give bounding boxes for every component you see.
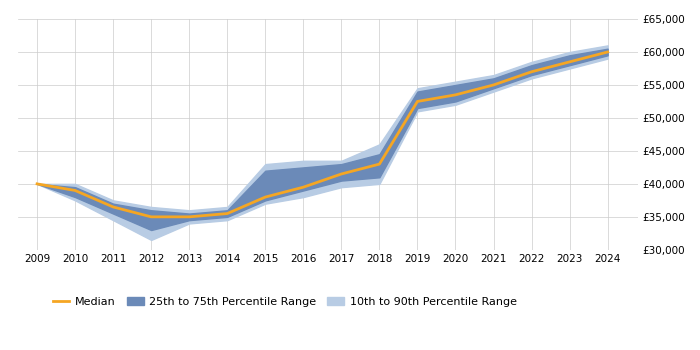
- Legend: Median, 25th to 75th Percentile Range, 10th to 90th Percentile Range: Median, 25th to 75th Percentile Range, 1…: [48, 292, 521, 311]
